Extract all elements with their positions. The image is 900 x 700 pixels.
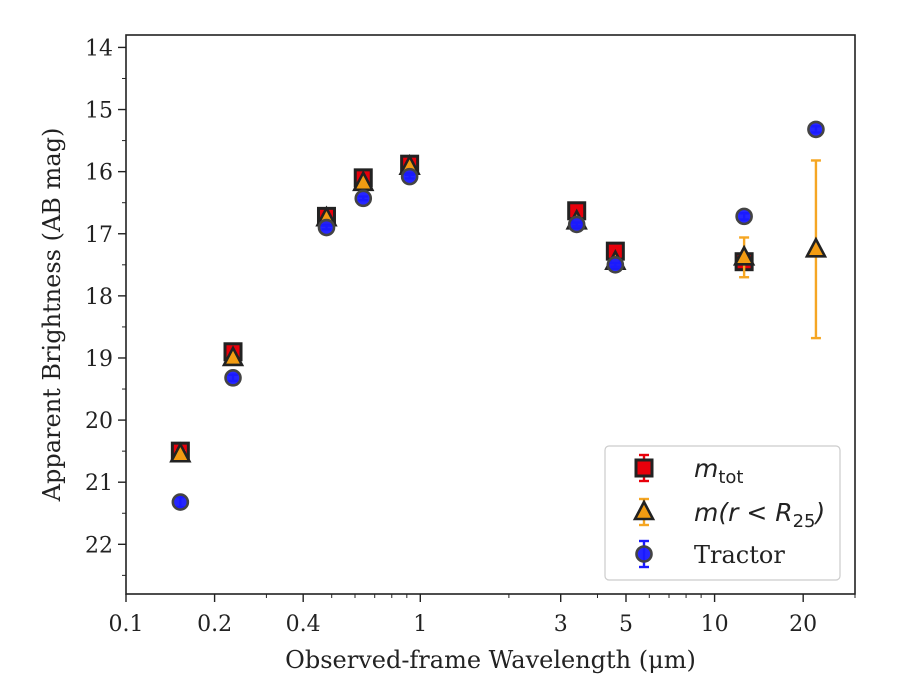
data-point-circle [807, 120, 825, 139]
y-tick-label: 18 [85, 285, 113, 310]
data-point-triangle [732, 244, 756, 266]
data-point-circle [400, 167, 419, 186]
y-tick-label: 15 [85, 99, 113, 124]
plot-frame [125, 34, 856, 595]
x-tick-label: 10 [701, 612, 729, 637]
data-point-triangle [169, 441, 192, 463]
y-tick-label: 14 [85, 36, 113, 61]
legend-marker-circle [635, 545, 653, 563]
y-axis: 14 15 16 17 18 19 20 21 22 [85, 36, 126, 576]
y-tick-label: 17 [85, 223, 113, 248]
data-point-circle [171, 493, 190, 511]
x-tick-label: 0.4 [286, 612, 321, 637]
legend: mtot m(r < R25) Tractor [604, 445, 841, 581]
series-square [170, 154, 754, 461]
y-tick-label: 16 [85, 161, 113, 186]
x-tick-label: 3 [554, 612, 568, 637]
y-tick-label: 20 [85, 409, 113, 434]
data-point-circle [354, 189, 373, 208]
data-point-circle [224, 369, 242, 387]
data-point-triangle [804, 236, 828, 258]
legend-label: mtot [694, 454, 744, 488]
x-axis: 0.1 0.2 0.4 1 3 5 10 20 [109, 594, 856, 637]
x-tick-label: 0.1 [109, 612, 144, 637]
legend-label: m(r < R25) [694, 498, 825, 532]
plot-area [169, 120, 828, 511]
x-tick-label: 0.2 [197, 612, 232, 637]
legend-box [604, 445, 841, 581]
series-triangle [169, 153, 828, 463]
legend-label: Tractor [694, 541, 785, 569]
x-tick-label: 1 [413, 612, 427, 637]
data-point-circle [567, 215, 586, 234]
data-point-circle [317, 218, 336, 237]
y-axis-title: Apparent Brightness (AB mag) [38, 128, 66, 503]
series-circle [171, 120, 825, 511]
data-point-circle [735, 207, 753, 226]
legend-marker-triangle [632, 499, 656, 521]
data-point-circle [606, 256, 625, 274]
y-tick-label: 21 [85, 471, 113, 496]
x-tick-label: 5 [619, 612, 633, 637]
data-point-triangle [221, 345, 245, 367]
x-axis-title: Observed-frame Wavelength (μm) [285, 646, 696, 674]
y-tick-label: 19 [85, 347, 113, 372]
legend-marker-square [634, 458, 654, 478]
y-tick-label: 22 [85, 533, 113, 558]
x-tick-label: 20 [789, 612, 817, 637]
